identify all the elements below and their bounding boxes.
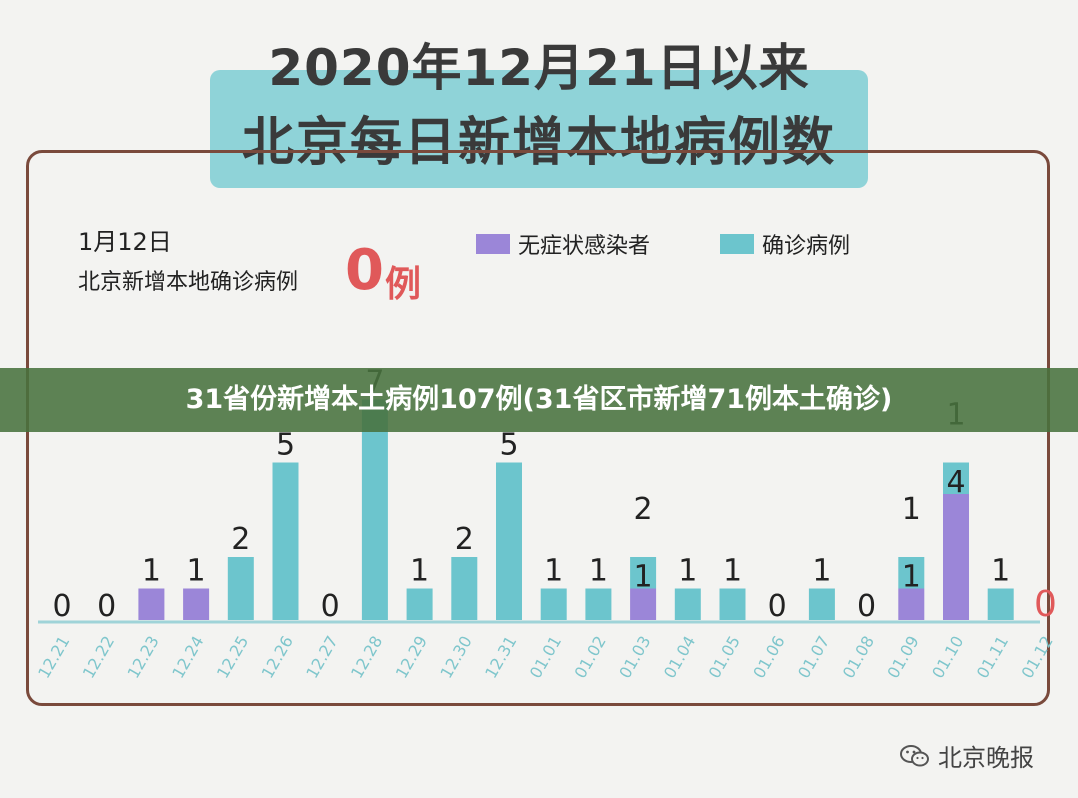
data-label-01.04: 1 — [678, 554, 697, 589]
bar-confirmed-01.09 — [898, 557, 925, 589]
x-tick-label-12.25: 12.25 — [213, 633, 252, 682]
data-label-12.31: 5 — [499, 428, 518, 463]
x-tick-label-12.24: 12.24 — [168, 633, 207, 682]
data-label-12.22: 0 — [97, 589, 116, 624]
x-tick-label-12.29: 12.29 — [392, 633, 431, 682]
data-label-01.03: 2 — [634, 492, 653, 527]
data-label-inner-01.10: 4 — [946, 465, 965, 500]
summary-unit: 例 — [385, 264, 422, 305]
bar-confirmed-12.31 — [496, 462, 522, 620]
bar-asymptomatic-01.03 — [630, 588, 657, 620]
bar-asymptomatic-01.10 — [943, 494, 969, 620]
data-label-12.24: 1 — [187, 554, 206, 589]
data-label-01.05: 1 — [723, 554, 742, 589]
x-tick-label-01.10: 01.10 — [928, 633, 967, 682]
data-label-01.09: 1 — [902, 492, 921, 527]
legend-label-asymptomatic: 无症状感染者 — [518, 234, 651, 259]
bar-confirmed-01.07 — [808, 588, 835, 620]
x-tick-label-12.21: 12.21 — [34, 633, 73, 682]
x-tick-label-01.03: 01.03 — [615, 633, 654, 682]
x-tick-label-01.02: 01.02 — [571, 633, 610, 682]
summary-date: 1月12日 — [78, 228, 172, 256]
data-label-inner-01.03: 1 — [634, 560, 653, 595]
data-label-01.06: 0 — [768, 589, 787, 624]
bar-asymptomatic-12.23 — [138, 588, 165, 620]
legend-item-asymptomatic: 无症状感染者 — [476, 228, 650, 260]
legend-label-confirmed: 确诊病例 — [762, 234, 851, 259]
bar-asymptomatic-01.09 — [898, 588, 925, 620]
legend-swatch-confirmed — [720, 234, 754, 254]
x-tick-label-12.26: 12.26 — [258, 633, 297, 682]
news-banner-text: 31省份新增本土病例107例(31省区市新增71例本土确诊) — [185, 384, 893, 415]
bar-confirmed-01.04 — [674, 588, 701, 620]
data-label-12.23: 1 — [142, 554, 161, 589]
legend-item-confirmed: 确诊病例 — [720, 228, 850, 260]
x-tick-label-12.23: 12.23 — [124, 633, 163, 682]
data-label-01.11: 1 — [991, 554, 1010, 589]
bar-confirmed-12.29 — [406, 588, 433, 620]
data-label-01.02: 1 — [589, 554, 608, 589]
x-tick-label-01.12: 01.12 — [1018, 633, 1057, 682]
data-label-01.08: 0 — [857, 589, 876, 624]
bar-asymptomatic-12.24 — [183, 588, 210, 620]
x-tick-label-12.28: 12.28 — [347, 633, 386, 682]
bar-confirmed-12.26 — [272, 462, 299, 620]
data-label-01.07: 1 — [812, 554, 831, 589]
summary-caption: 北京新增本地确诊病例 — [78, 270, 299, 295]
data-label-12.26: 5 — [276, 428, 295, 463]
bar-confirmed-12.28 — [361, 399, 388, 620]
x-tick-label-12.22: 12.22 — [79, 633, 118, 682]
title-plate — [210, 70, 868, 188]
chart-title-date: 2020年12月21日以来 — [268, 39, 810, 97]
x-tick-label-01.08: 01.08 — [839, 633, 878, 682]
x-tick-label-01.05: 01.05 — [705, 633, 744, 682]
bar-confirmed-12.25 — [227, 557, 254, 620]
data-label-01.12: 0 — [1034, 584, 1057, 625]
news-banner — [0, 368, 1078, 432]
bar-confirmed-01.10 — [943, 462, 969, 494]
data-label-12.27: 0 — [321, 589, 340, 624]
x-tick-label-12.27: 12.27 — [302, 633, 341, 682]
summary-count: 0 — [345, 238, 384, 303]
x-tick-label-01.01: 01.01 — [526, 633, 565, 682]
wechat-icon — [900, 744, 929, 766]
data-label-inner-01.09: 1 — [902, 560, 921, 595]
x-tick-label-01.11: 01.11 — [973, 633, 1012, 682]
data-label-01.01: 1 — [544, 554, 563, 589]
x-tick-label-01.09: 01.09 — [883, 633, 922, 682]
legend-swatch-asymptomatic — [476, 234, 510, 254]
watermark: 北京晚报 — [900, 738, 1034, 773]
watermark-text: 北京晚报 — [938, 744, 1034, 772]
bar-confirmed-01.01 — [540, 588, 567, 620]
data-label-12.21: 0 — [52, 589, 71, 624]
bar-confirmed-01.11 — [987, 588, 1014, 620]
x-tick-label-12.31: 12.31 — [481, 633, 520, 682]
x-tick-label-01.04: 01.04 — [660, 633, 699, 682]
x-tick-label-01.06: 01.06 — [749, 633, 788, 682]
x-tick-label-12.30: 12.30 — [436, 633, 475, 682]
bar-confirmed-12.30 — [451, 557, 478, 620]
data-label-12.25: 2 — [231, 522, 250, 557]
bar-confirmed-01.05 — [719, 588, 746, 620]
data-label-12.29: 1 — [410, 554, 429, 589]
chart-title: 北京每日新增本地病例数 — [241, 113, 836, 173]
bar-confirmed-01.02 — [585, 588, 612, 620]
data-label-12.30: 2 — [455, 522, 474, 557]
x-tick-label-01.07: 01.07 — [794, 633, 833, 682]
bar-confirmed-01.03 — [630, 557, 657, 589]
